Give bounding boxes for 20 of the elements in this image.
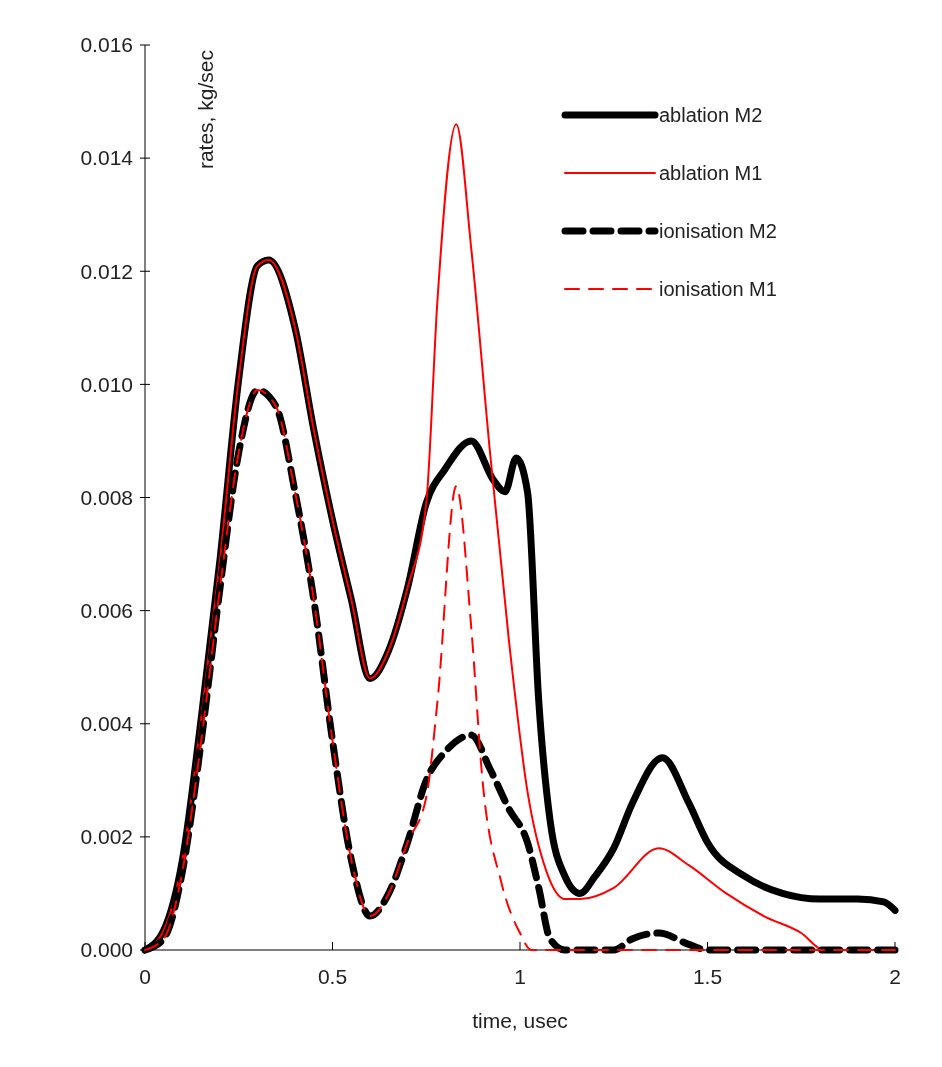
x-tick-label: 0 (139, 965, 151, 988)
y-axis-title: rates, kg/sec (194, 50, 217, 170)
legend-label: ionisation M2 (659, 220, 777, 242)
y-tick-label: 0.016 (80, 33, 133, 57)
x-tick-label: 1.5 (692, 965, 723, 988)
y-tick-label: 0.006 (80, 598, 133, 622)
x-tick-label: 0.5 (317, 965, 348, 988)
y-tick-label: 0.014 (80, 146, 134, 170)
y-tick-label: 0.002 (80, 825, 133, 849)
y-tick-label: 0.012 (80, 259, 133, 283)
y-tick-label: 0.010 (80, 372, 133, 396)
legend-label: ablation M1 (659, 162, 763, 184)
x-tick-label: 2 (889, 965, 901, 988)
legend-label: ionisation M1 (659, 278, 777, 300)
x-tick-label: 1 (514, 965, 526, 988)
y-tick-label: 0.004 (80, 712, 134, 736)
y-tick-label: 0.000 (80, 938, 133, 962)
y-tick-label: 0.008 (80, 485, 133, 509)
x-axis-title: time, usec (472, 1009, 568, 1032)
legend-label: ablation M2 (659, 104, 763, 126)
